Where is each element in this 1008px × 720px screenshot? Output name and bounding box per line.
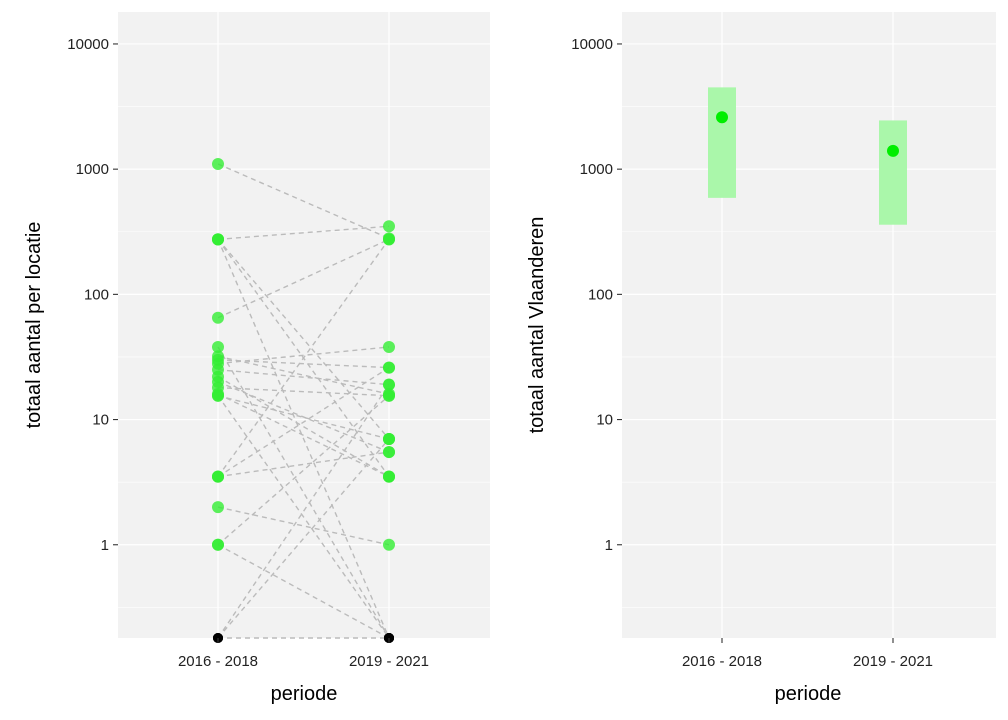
y-axis-title: totaal aantal Vlaanderen [526,217,548,434]
y-axis-title: totaal aantal per locatie [23,222,45,429]
location-point [212,389,224,402]
y-tick-label: 1000 [76,161,109,178]
location-connector [217,393,390,478]
y-axis-ticks: 1 10 100 1000 10000 [67,36,118,554]
estimate-point [716,111,728,124]
location-point [383,389,395,402]
location-connector [217,384,390,639]
y-tick-label: 1 [101,537,109,554]
location-point [212,233,224,246]
x-tick-label: 2016 - 2018 [178,653,258,670]
location-connector [217,395,390,546]
y-axis-ticks: 1 10 100 1000 10000 [571,36,622,554]
panel-per-location: 1 10 100 1000 10000 2016 - 2018 2019 - 2021 p… [23,12,490,705]
location-point [212,340,224,353]
x-axis-ticks: 2016 - 2018 2019 - 2021 [178,638,429,670]
x-axis-ticks: 2016 - 2018 2019 - 2021 [682,638,933,670]
location-point [212,538,224,551]
panel-flanders-total: 1 10 100 1000 10000 2016 - 2018 2019 - 2021 p… [526,12,996,705]
panel-background [622,12,996,638]
data-points [716,111,899,157]
location-point [383,470,395,483]
location-connector [217,163,390,240]
y-tick-label: 1 [605,537,613,554]
interval-band [708,87,736,198]
y-tick-label: 10 [92,412,109,429]
gridlines [622,12,996,638]
location-connector [217,438,390,639]
x-tick-label: 2019 - 2021 [853,653,933,670]
x-tick-label: 2019 - 2021 [349,653,429,670]
location-connector [217,451,390,478]
location-point [383,340,395,353]
panel-background [118,12,490,638]
connecting-lines [217,163,390,639]
location-connector [217,225,390,241]
location-connector [217,506,390,546]
location-connector [217,355,390,395]
location-point [383,378,395,391]
estimate-point [887,144,899,157]
location-point [212,311,224,324]
location-point [212,157,224,170]
location-connector [217,238,390,440]
location-connector [217,367,390,478]
location-point [383,361,395,374]
y-tick-label: 10 [596,412,613,429]
interval-bands [708,87,907,225]
location-connector [217,395,390,440]
location-connector [217,386,390,397]
location-point [383,233,395,246]
location-connector [217,346,390,365]
y-tick-label: 10000 [571,36,613,53]
location-point [383,538,395,551]
x-axis-title: periode [271,683,338,705]
location-point [383,432,395,445]
location-connector [217,369,390,386]
location-connector [217,239,390,639]
y-tick-label: 100 [588,286,613,303]
x-axis-title: periode [775,683,842,705]
y-tick-label: 1000 [580,161,613,178]
location-connector [217,544,390,639]
location-connector [217,238,390,478]
location-connector [217,346,390,639]
y-tick-label: 100 [84,286,109,303]
location-connector [217,376,390,478]
location-point [383,446,395,459]
data-points [212,157,395,643]
location-point [212,501,224,514]
location-connector [217,238,390,319]
location-point [212,470,224,483]
location-connector [217,381,390,453]
x-tick-label: 2016 - 2018 [682,653,762,670]
location-point [383,220,395,233]
gridlines [118,12,490,638]
interval-band [879,120,907,225]
y-tick-label: 10000 [67,36,109,53]
